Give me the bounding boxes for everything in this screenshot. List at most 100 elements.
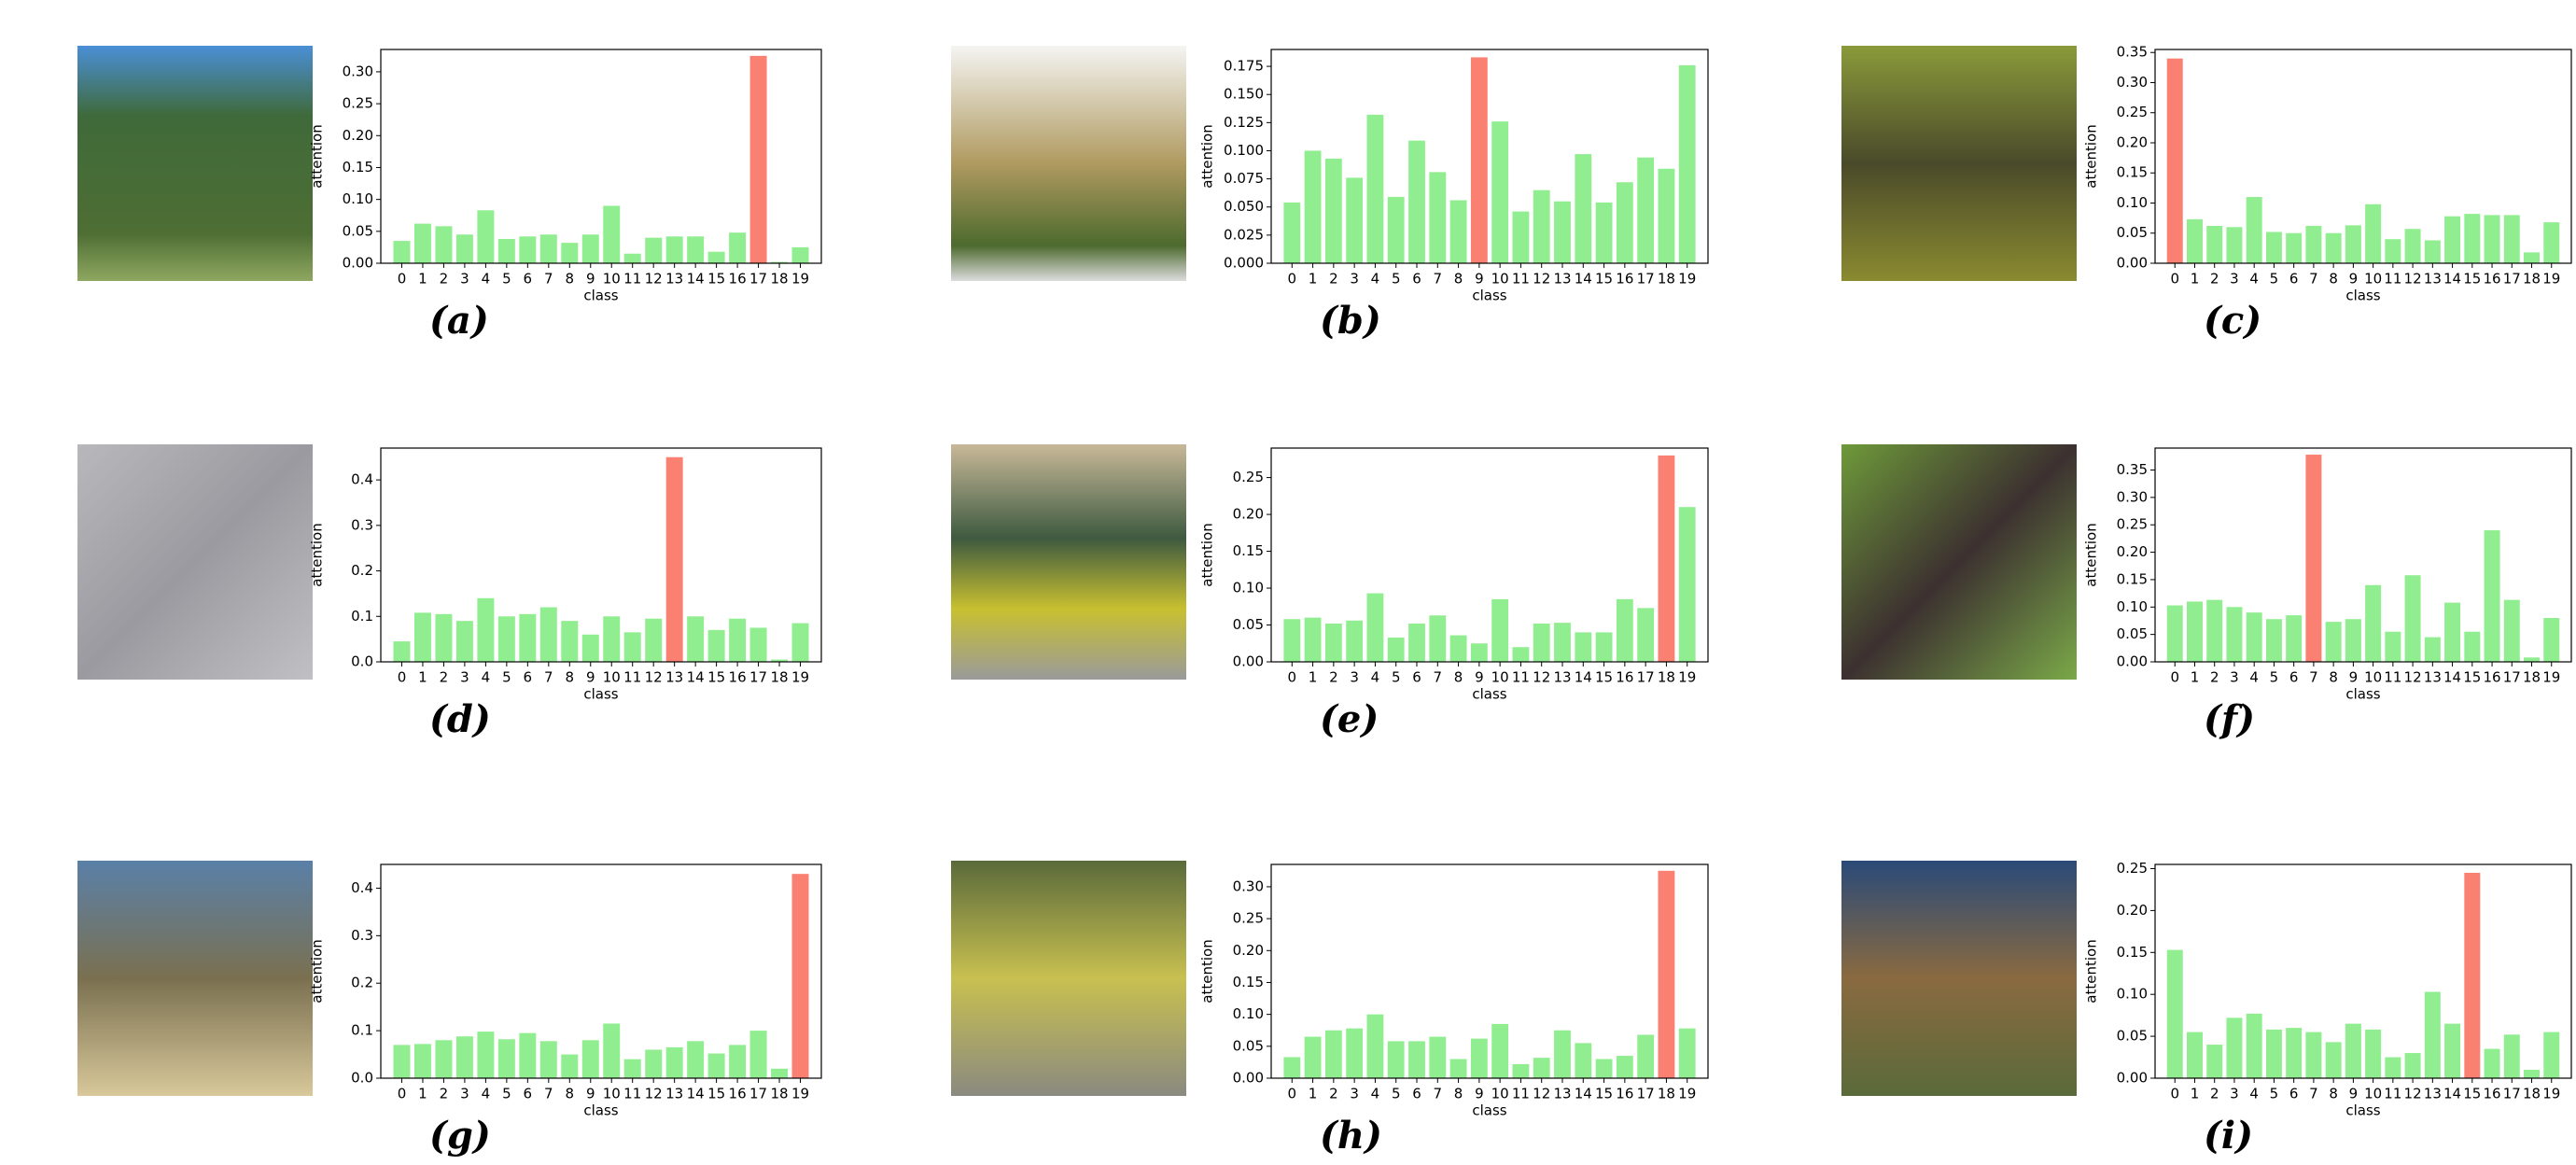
bar — [624, 632, 641, 662]
x-tick-label: 16 — [729, 271, 747, 288]
bar — [1575, 1043, 1591, 1078]
y-tick-label: 0.100 — [1224, 142, 1264, 159]
bar — [2266, 232, 2282, 263]
panel-caption: (a) — [429, 299, 489, 343]
x-tick-label: 7 — [544, 669, 553, 686]
x-tick-label: 17 — [749, 669, 767, 686]
x-tick-label: 2 — [2210, 271, 2219, 288]
x-tick-label: 19 — [1678, 271, 1696, 288]
x-tick-label: 12 — [645, 271, 663, 288]
bar — [708, 1054, 725, 1078]
y-tick-label: 0.3 — [351, 516, 373, 533]
page: 0123456789101112131415161718190.000.050.… — [0, 0, 2576, 1165]
bar — [2504, 1034, 2520, 1078]
x-tick-label: 11 — [2384, 1086, 2401, 1102]
bar — [2167, 59, 2183, 263]
bar — [645, 619, 662, 662]
x-tick-label: 3 — [2230, 1086, 2239, 1102]
bar — [1596, 632, 1613, 662]
bar — [456, 621, 473, 662]
bar — [1679, 507, 1696, 662]
bar — [414, 224, 431, 263]
x-tick-label: 19 — [791, 1086, 809, 1102]
x-tick-label: 15 — [707, 271, 725, 288]
bar — [771, 1069, 788, 1078]
bar — [498, 239, 515, 263]
x-tick-label: 15 — [707, 1086, 725, 1102]
x-tick-label: 11 — [2384, 669, 2401, 686]
x-tick-label: 18 — [1658, 669, 1675, 686]
bar — [1283, 1057, 1300, 1078]
y-tick-label: 0.05 — [2117, 224, 2148, 241]
x-tick-label: 9 — [586, 271, 595, 288]
x-tick-label: 15 — [707, 669, 725, 686]
bar — [2247, 197, 2262, 263]
x-tick-label: 11 — [623, 669, 641, 686]
x-axis-label: class — [2345, 1102, 2380, 1119]
x-tick-label: 14 — [2443, 669, 2461, 686]
x-tick-label: 7 — [2309, 1086, 2318, 1102]
bar — [2286, 1028, 2302, 1078]
x-tick-label: 19 — [1678, 1086, 1696, 1102]
x-tick-label: 14 — [687, 669, 705, 686]
bar — [1325, 1031, 1342, 1078]
x-tick-label: 2 — [440, 669, 449, 686]
bar — [477, 1032, 494, 1078]
y-tick-label: 0.10 — [2117, 598, 2148, 615]
x-tick-label: 6 — [1412, 1086, 1421, 1102]
x-tick-label: 14 — [687, 1086, 705, 1102]
bar — [2365, 585, 2381, 662]
bar — [1388, 197, 1405, 263]
bar — [2187, 219, 2203, 263]
x-tick-label: 8 — [1454, 271, 1463, 288]
x-tick-label: 10 — [1491, 271, 1509, 288]
x-tick-label: 10 — [1491, 669, 1509, 686]
y-tick-label: 0.0 — [351, 1070, 373, 1087]
x-tick-label: 1 — [418, 669, 427, 686]
x-tick-label: 3 — [2230, 271, 2239, 288]
y-tick-label: 0.30 — [2117, 74, 2148, 91]
bar — [1554, 623, 1571, 662]
bar — [1659, 871, 1675, 1078]
bar — [750, 56, 767, 263]
x-tick-label: 0 — [2170, 669, 2179, 686]
bar — [498, 1039, 515, 1078]
bar — [2485, 1049, 2500, 1078]
x-tick-label: 16 — [2484, 1086, 2501, 1102]
x-tick-label: 9 — [2349, 271, 2359, 288]
y-tick-label: 0.20 — [1233, 942, 1264, 959]
y-axis-label: attention — [1199, 523, 1216, 586]
x-tick-label: 10 — [603, 1086, 621, 1102]
panel-caption: (f) — [2204, 697, 2255, 741]
x-tick-label: 2 — [440, 271, 449, 288]
bar — [2444, 1024, 2460, 1078]
x-tick-label: 7 — [544, 1086, 553, 1102]
y-tick-label: 0.25 — [2117, 104, 2148, 120]
x-tick-label: 9 — [2349, 669, 2359, 686]
x-tick-label: 9 — [1475, 1086, 1484, 1102]
x-tick-label: 11 — [623, 1086, 641, 1102]
bar — [2385, 239, 2401, 263]
bar — [2247, 612, 2262, 662]
bar — [1533, 1058, 1550, 1078]
bar — [1450, 1059, 1467, 1078]
x-tick-label: 2 — [2210, 669, 2219, 686]
x-tick-label: 15 — [1595, 271, 1613, 288]
y-tick-label: 0.10 — [343, 190, 373, 207]
x-tick-label: 10 — [2364, 669, 2382, 686]
sample-image — [77, 861, 313, 1096]
x-tick-label: 9 — [1475, 271, 1484, 288]
x-tick-label: 13 — [1553, 1086, 1571, 1102]
bar — [393, 1045, 410, 1078]
bar — [1408, 624, 1425, 662]
x-tick-label: 11 — [1512, 1086, 1530, 1102]
x-tick-label: 16 — [729, 669, 747, 686]
bar — [2405, 1053, 2421, 1078]
bar — [2266, 1030, 2282, 1078]
bar — [435, 1040, 452, 1078]
y-tick-label: 0.15 — [343, 159, 373, 175]
sample-image — [951, 46, 1186, 281]
x-tick-label: 0 — [1288, 271, 1297, 288]
x-axis-label: class — [583, 1102, 618, 1119]
bar — [1388, 638, 1405, 662]
